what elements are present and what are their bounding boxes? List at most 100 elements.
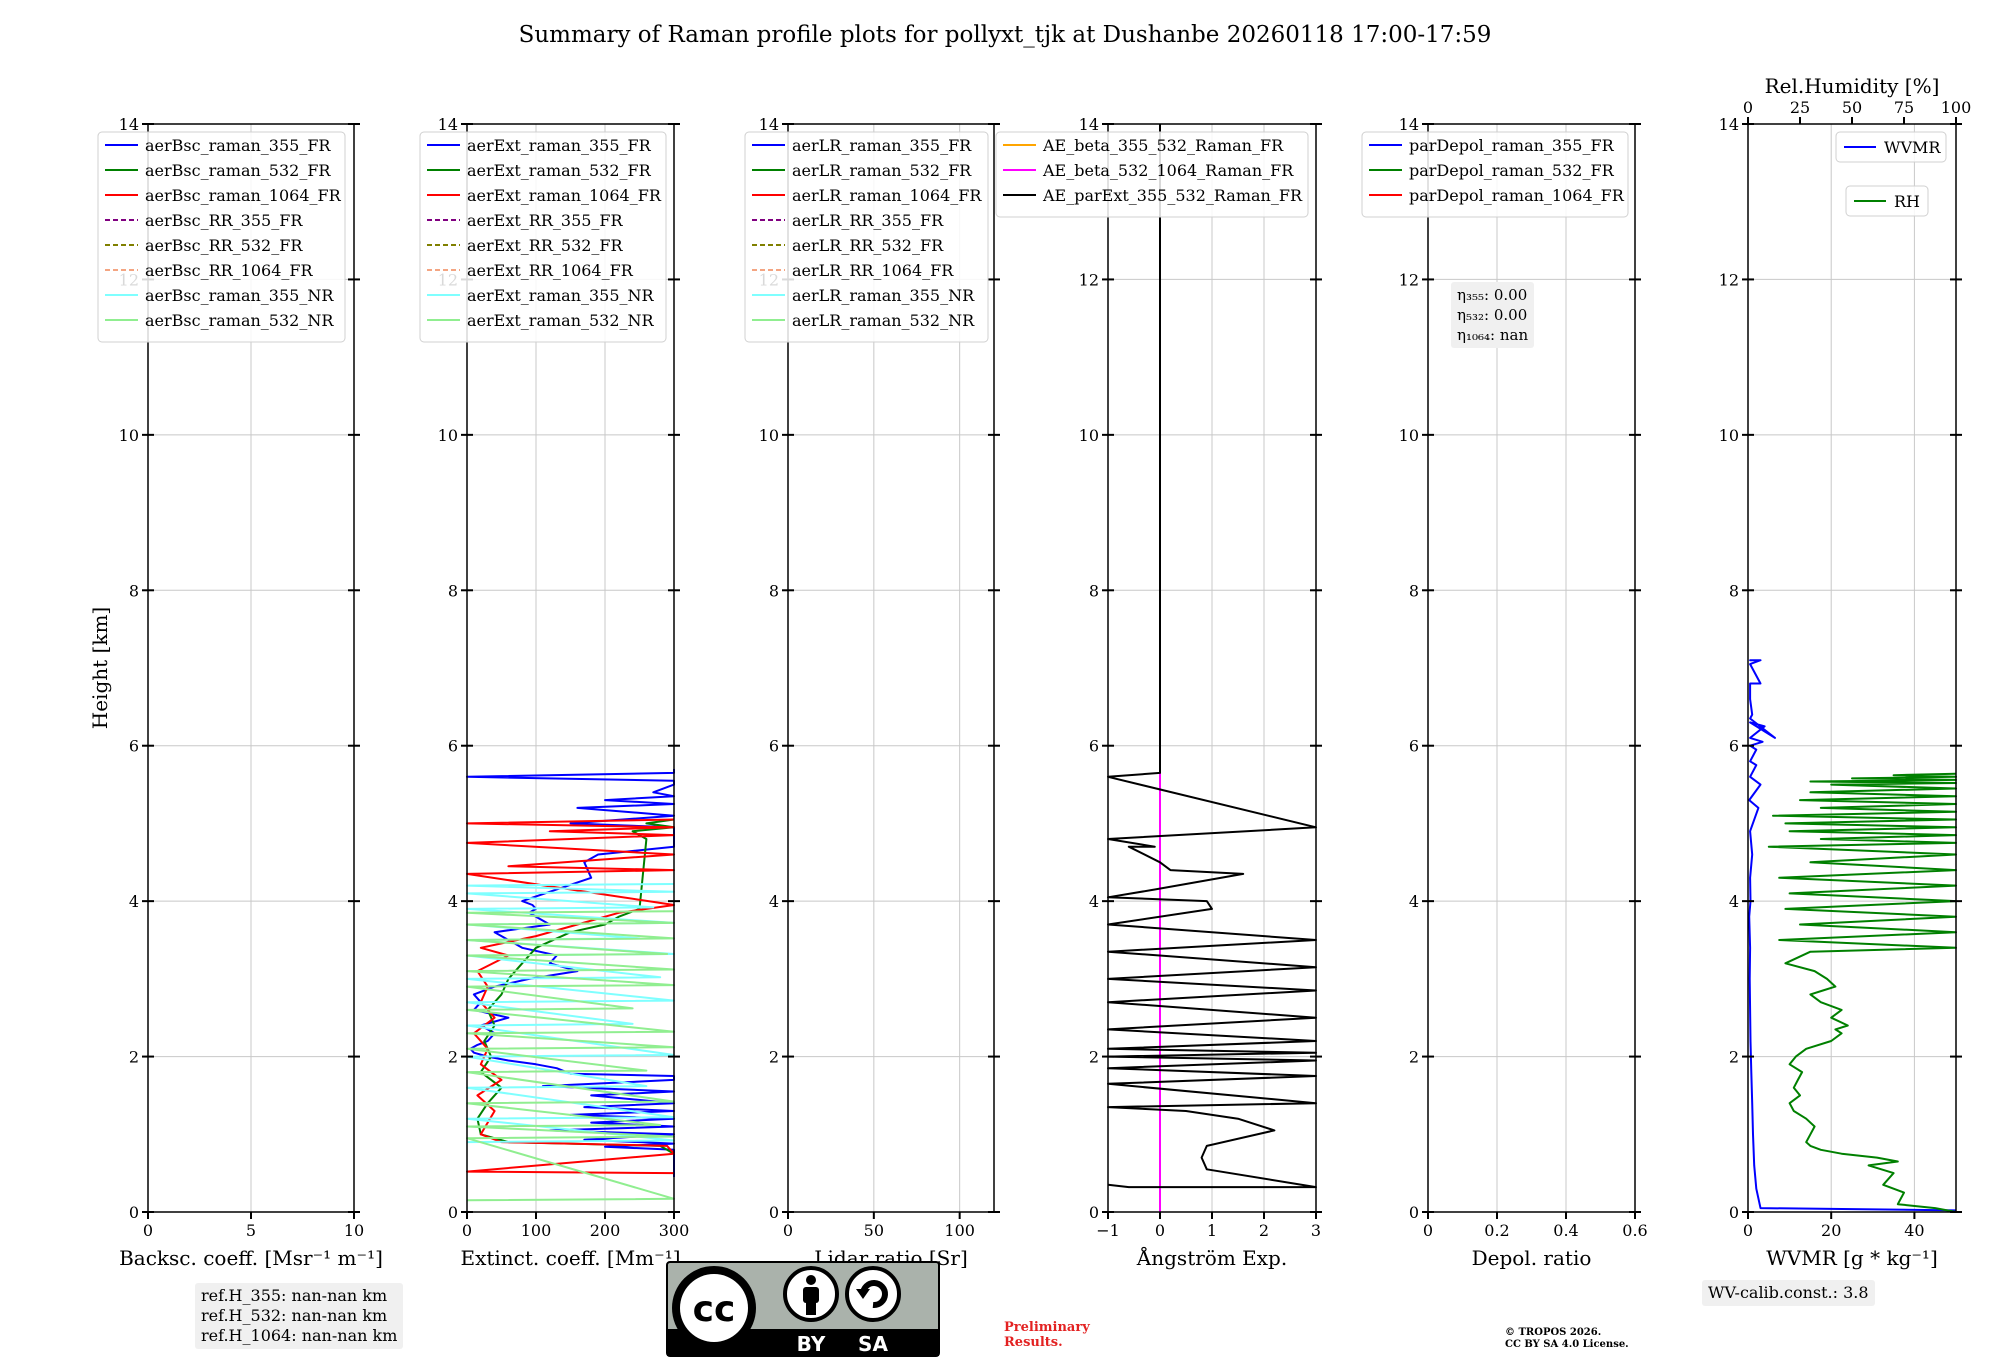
legend-label: AE_beta_532_1064_Raman_FR bbox=[1042, 161, 1294, 180]
by-person-icon bbox=[783, 1266, 839, 1322]
legend: parDepol_raman_355_FR parDepol_raman_532_… bbox=[1361, 131, 1629, 218]
legend-RH: RH bbox=[1845, 185, 1929, 217]
y-tick-label: 6 bbox=[1729, 737, 1739, 756]
copyright-line-1: © TROPOS 2026. bbox=[1505, 1327, 1602, 1338]
y-tick-label: 14 bbox=[759, 115, 779, 134]
y-tick-label: 6 bbox=[1089, 737, 1099, 756]
axes-frame bbox=[466, 123, 675, 1213]
legend: aerLR_raman_355_FR aerLR_raman_532_FR aerL… bbox=[744, 131, 989, 343]
legend-frame bbox=[1845, 185, 1929, 217]
y-tick-label: 12 bbox=[1079, 270, 1099, 289]
x-tick-label: 0 bbox=[1155, 1221, 1165, 1240]
axes-frame bbox=[1427, 123, 1636, 1213]
y-tick-label: 14 bbox=[119, 115, 139, 134]
x-tick-label: 0 bbox=[783, 1221, 793, 1240]
y-tick-label: 14 bbox=[1079, 115, 1099, 134]
y-tick-label: 8 bbox=[1729, 581, 1739, 600]
x-tick-label: 2 bbox=[1259, 1221, 1269, 1240]
by-label: BY bbox=[797, 1332, 826, 1356]
x-tick-label: 3 bbox=[1311, 1221, 1321, 1240]
eta-532: η₅₃₂: 0.00 bbox=[1457, 306, 1528, 324]
y-tick-label: 6 bbox=[129, 737, 139, 756]
legend-label: aerExt_raman_355_FR bbox=[467, 136, 652, 155]
y-tick-label: 0 bbox=[448, 1203, 458, 1222]
x-tick-label: 0.2 bbox=[1484, 1221, 1509, 1240]
eta-1064: η₁₀₆₄: nan bbox=[1457, 326, 1529, 344]
y-tick-label: 4 bbox=[1729, 892, 1739, 911]
cc-icon: cc bbox=[672, 1266, 756, 1350]
x-tick-label: 200 bbox=[590, 1221, 621, 1240]
share-alike-icon bbox=[845, 1266, 901, 1322]
y-tick-label: 8 bbox=[769, 581, 779, 600]
y-tick-label: 4 bbox=[129, 892, 139, 911]
copyright-note: © TROPOS 2026. CC BY SA 4.0 License. bbox=[1505, 1327, 1629, 1351]
ref-height-355: ref.H_355: nan-nan km bbox=[201, 1286, 388, 1305]
legend-label: aerExt_RR_1064_FR bbox=[467, 261, 634, 280]
x-tick-label: 40 bbox=[1904, 1221, 1924, 1240]
x-axis-label: Ångström Exp. bbox=[1136, 1245, 1287, 1270]
figure-title: Summary of Raman profile plots for polly… bbox=[519, 22, 1492, 48]
x-axis-label: WVMR [g * kg⁻¹] bbox=[1766, 1246, 1938, 1270]
x-tick-label: 20 bbox=[1821, 1221, 1841, 1240]
series-line-WVMR bbox=[1748, 659, 1957, 1212]
legend-WVMR: WVMR bbox=[1835, 131, 1947, 163]
top-axis-label: Rel.Humidity [%] bbox=[1765, 74, 1940, 98]
series-line-RH bbox=[1767, 772, 1957, 1213]
top-x-tick-label: 100 bbox=[1941, 98, 1972, 117]
sa-label: SA bbox=[858, 1332, 888, 1356]
legend: aerBsc_raman_355_FR aerBsc_raman_532_FRae… bbox=[97, 131, 346, 343]
legend-label: aerExt_raman_532_FR bbox=[467, 161, 652, 180]
legend-label: WVMR bbox=[1884, 138, 1941, 157]
y-tick-label: 4 bbox=[1089, 892, 1099, 911]
preliminary-results-note: Preliminary Results. bbox=[1004, 1320, 1090, 1350]
y-tick-label: 4 bbox=[1409, 892, 1419, 911]
wv-calib-box: WV-calib.const.: 3.8 bbox=[1702, 1280, 1875, 1306]
x-axis-label: Depol. ratio bbox=[1472, 1246, 1592, 1270]
legend-label: aerLR_raman_1064_FR bbox=[792, 186, 982, 205]
legend-label: aerBsc_RR_532_FR bbox=[145, 236, 303, 255]
y-tick-label: 8 bbox=[448, 581, 458, 600]
series-line-aerExt_raman_532_NR bbox=[466, 910, 675, 1202]
y-tick-label: 6 bbox=[448, 737, 458, 756]
legend-label: aerLR_raman_355_FR bbox=[792, 136, 972, 155]
legend-label: aerExt_RR_355_FR bbox=[467, 211, 624, 230]
x-tick-label: 300 bbox=[659, 1221, 690, 1240]
y-tick-label: 4 bbox=[448, 892, 458, 911]
legend-label: aerBsc_raman_532_FR bbox=[145, 161, 331, 180]
y-tick-label: 2 bbox=[129, 1048, 139, 1067]
eta-box: η₃₅₅: 0.00 η₅₃₂: 0.00 η₁₀₆₄: nan bbox=[1451, 282, 1535, 348]
x-tick-label: −1 bbox=[1096, 1221, 1120, 1240]
y-tick-label: 8 bbox=[1409, 581, 1419, 600]
legend-label: parDepol_raman_532_FR bbox=[1409, 161, 1615, 180]
top-x-tick-label: 0 bbox=[1743, 98, 1753, 117]
y-tick-label: 0 bbox=[129, 1203, 139, 1222]
y-tick-label: 6 bbox=[769, 737, 779, 756]
y-tick-label: 0 bbox=[1409, 1203, 1419, 1222]
legend-label: aerLR_raman_532_NR bbox=[792, 311, 975, 330]
y-tick-label: 10 bbox=[1719, 426, 1739, 445]
ref-height-1064: ref.H_1064: nan-nan km bbox=[201, 1326, 398, 1345]
y-tick-label: 10 bbox=[759, 426, 779, 445]
y-tick-label: 2 bbox=[1729, 1048, 1739, 1067]
legend-label: AE_parExt_355_532_Raman_FR bbox=[1042, 186, 1303, 205]
axes-frame bbox=[787, 123, 995, 1213]
x-tick-label: 10 bbox=[344, 1221, 364, 1240]
legend: aerExt_raman_355_FR aerExt_raman_532_FRae… bbox=[419, 131, 667, 343]
preliminary-line-2: Results. bbox=[1004, 1335, 1063, 1350]
legend-label: parDepol_raman_1064_FR bbox=[1409, 186, 1625, 205]
panel-ext: 024681012140100200300Extinct. coeff. [Mm… bbox=[419, 115, 690, 1270]
top-x-tick-label: 75 bbox=[1894, 98, 1914, 117]
x-axis-label: Backsc. coeff. [Msr⁻¹ m⁻¹] bbox=[119, 1246, 383, 1270]
eta-355: η₃₅₅: 0.00 bbox=[1457, 286, 1528, 304]
legend-label: aerBsc_raman_1064_FR bbox=[145, 186, 342, 205]
legend-label: aerBsc_RR_355_FR bbox=[145, 211, 303, 230]
legend-label: aerBsc_RR_1064_FR bbox=[145, 261, 314, 280]
copyright-line-2: CC BY SA 4.0 License. bbox=[1505, 1339, 1629, 1350]
y-tick-label: 10 bbox=[438, 426, 458, 445]
legend-label: aerExt_raman_1064_FR bbox=[467, 186, 662, 205]
legend-frame bbox=[1835, 131, 1947, 163]
y-tick-label: 6 bbox=[1409, 737, 1419, 756]
